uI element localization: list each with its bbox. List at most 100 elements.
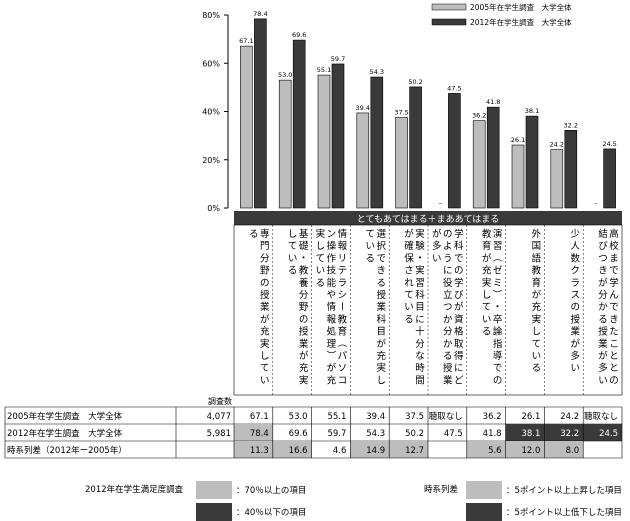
category-label-char: る [288, 266, 298, 277]
category-label-char: 卒 [493, 313, 503, 325]
category-label-char: ラ [338, 278, 348, 289]
category-label-char: 験 [415, 240, 425, 252]
category-label-char: 専 [260, 228, 270, 240]
table-cell: 41.8 [483, 429, 502, 439]
category-label-char: 科 [415, 289, 425, 301]
category-label-char: ラ [570, 278, 580, 289]
category-label-char: 資 [454, 313, 464, 325]
category-label-char: が [432, 228, 442, 240]
table-cell: 53.0 [289, 412, 308, 422]
bar-2005 [278, 79, 292, 209]
category-label-char: 分 [299, 290, 309, 301]
category-label-char: 格 [454, 326, 464, 338]
category-label-char: か [443, 314, 453, 325]
category-label-char: 国 [532, 241, 542, 252]
table-cell-shade [272, 441, 312, 458]
category-label-char: 選 [376, 229, 386, 240]
category-label-char: が [570, 338, 580, 350]
category-label-char: る [482, 327, 492, 338]
category-label-char: る [365, 253, 375, 264]
category-label-char: 業 [260, 301, 270, 313]
table-cell: 37.5 [405, 412, 424, 422]
category-label-char: ー [335, 301, 346, 311]
bar-value-label: 47.5 [447, 84, 461, 92]
category-label-char: の [454, 266, 464, 277]
category-label-char: て [482, 302, 492, 313]
category-label-char: 択 [376, 240, 386, 252]
category-label-char: て [260, 363, 270, 374]
category-label-char: 業 [570, 326, 580, 338]
category-label-char: 業 [299, 338, 309, 350]
category-label-char: て [404, 290, 414, 301]
bar-value-label: 39.4 [356, 104, 370, 112]
bar-value-label: – [594, 199, 597, 207]
category-label-char: か [598, 302, 608, 313]
category-label-char: 育 [482, 240, 492, 252]
category-label-char: と [609, 363, 619, 374]
table-cell: 69.6 [289, 429, 308, 439]
category-label-char: し [532, 327, 542, 338]
category-label-char: 習 [493, 241, 503, 252]
category-label-char: し [288, 229, 298, 240]
category-label-char: 基 [299, 228, 309, 240]
category-label-char: 語 [532, 252, 542, 264]
category-label-char: が [454, 301, 464, 313]
category-label-char: 教 [482, 228, 492, 240]
table-row-label: 時系列差（2012年ー2005年） [7, 445, 127, 456]
category-label-char: 時 [415, 363, 425, 374]
footer-legend-swatch [466, 503, 502, 521]
bar-2012 [331, 63, 345, 209]
footer-legend-swatch [196, 503, 232, 521]
category-label-char: 人 [570, 241, 580, 252]
category-label-char: が [598, 277, 608, 289]
bar-2012 [409, 86, 422, 209]
category-label-char: 業 [443, 374, 453, 386]
category-label-char: ） [491, 289, 503, 299]
category-label-char: 育 [338, 326, 348, 338]
category-label-char: び [598, 241, 608, 252]
category-label-char: し [482, 290, 492, 301]
table-cell: 聴取なし [429, 411, 463, 422]
category-label-char: 学 [609, 277, 619, 289]
category-label-char: よ [443, 241, 453, 252]
category-label-char: テ [338, 266, 348, 277]
category-label-char: 野 [299, 302, 309, 313]
category-label-char: 目 [415, 302, 425, 313]
category-label-char: き [376, 266, 386, 277]
category-label-char: 高 [609, 228, 619, 240]
category-label-char: 実 [415, 228, 425, 240]
category-label-char: 授 [299, 326, 309, 338]
category-label-char: 多 [432, 240, 442, 252]
footer-legend-label: ：70％以上の項目 [236, 486, 306, 496]
category-label-char: が [598, 350, 608, 362]
category-label-char: い [532, 351, 542, 362]
category-label-char: 多 [598, 362, 608, 374]
category-label-char: 実 [316, 228, 326, 240]
category-label-char: の [493, 375, 503, 386]
category-label-char: る [443, 351, 453, 362]
category-label-char: 情 [327, 301, 337, 313]
table-cell: 50.2 [405, 429, 424, 439]
bar-2012 [603, 148, 616, 209]
category-label-char: ゼ [493, 265, 503, 277]
category-label-char: ど [454, 375, 464, 386]
category-label-char: 育 [532, 277, 542, 289]
category-label-char: 目 [376, 327, 386, 338]
category-label-char: 充 [299, 362, 309, 374]
category-label-char: で [454, 253, 464, 264]
category-label-char: る [598, 314, 608, 325]
category-label-char: 役 [443, 277, 453, 289]
table-cell: 36.2 [483, 412, 502, 422]
category-label-char: 取 [454, 339, 464, 350]
category-label-char: い [404, 302, 414, 313]
table-cell-shade [350, 441, 390, 458]
category-label-char: か [443, 339, 453, 350]
category-label-char: 教 [299, 265, 309, 277]
bar-value-label: 24.5 [602, 140, 616, 148]
category-header: とてもあてはまる＋まああてはまる [357, 214, 500, 225]
bar-2012 [525, 115, 539, 209]
category-label-char: 理 [327, 339, 337, 350]
bar-2012 [292, 39, 306, 209]
category-label-char: い [432, 253, 442, 264]
